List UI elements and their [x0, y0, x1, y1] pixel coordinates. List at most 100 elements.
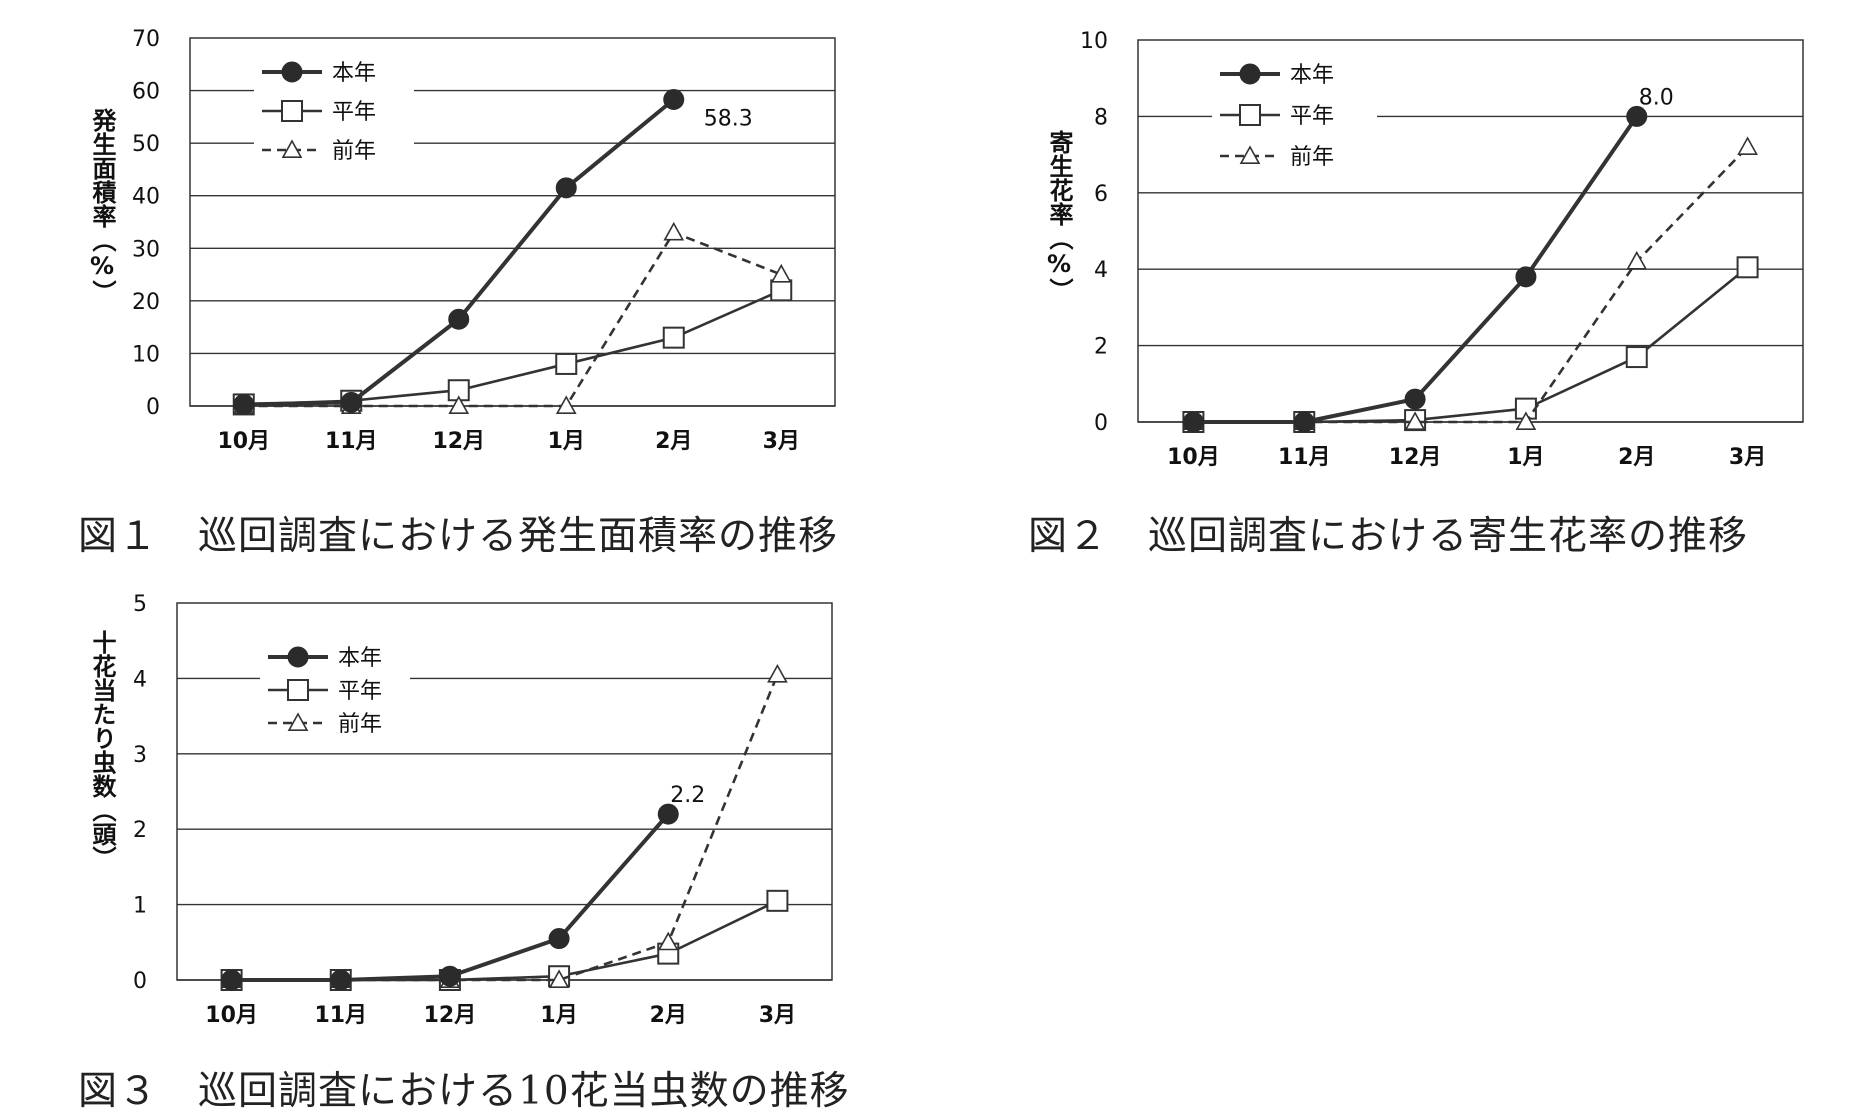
data-point-triangle — [548, 969, 570, 989]
series-0 — [233, 89, 685, 415]
y-tick-label: 3 — [133, 743, 147, 768]
series-line-1 — [231, 899, 778, 982]
data-point-square — [555, 352, 578, 375]
data-point-triangle — [1626, 250, 1648, 270]
chart-3-caption: 図３ 巡回調査における10花当虫数の推移 — [78, 1069, 850, 1114]
data-point-circle — [1404, 388, 1426, 410]
x-tick-label: 12月 — [432, 429, 485, 454]
y-tick-label: 70 — [132, 27, 160, 52]
data-point-triangle — [555, 395, 577, 415]
x-tick-label: 10月 — [217, 429, 270, 454]
legend-label: 平年 — [332, 100, 376, 125]
legend-label: 前年 — [1290, 145, 1334, 170]
data-point-circle — [1626, 105, 1648, 127]
legend-label: 平年 — [338, 679, 382, 704]
data-point-circle — [439, 965, 461, 987]
data-point-circle — [1182, 411, 1204, 433]
y-tick-label: 1 — [133, 894, 147, 919]
y-tick-label: 20 — [132, 290, 160, 315]
y-tick-label: 0 — [1094, 411, 1108, 436]
legend-marker-square — [287, 679, 309, 701]
x-tick-label: 1月 — [548, 429, 585, 454]
legend-label: 前年 — [338, 712, 382, 737]
legend-label: 本年 — [338, 646, 382, 671]
y-tick-label: 40 — [132, 185, 160, 210]
series-line-1 — [1193, 266, 1749, 424]
data-point-square — [1625, 346, 1648, 369]
x-tick-label: 10月 — [1167, 445, 1220, 470]
x-tick-label: 1月 — [540, 1003, 577, 1028]
data-point-circle — [663, 89, 685, 111]
y-tick-label: 2 — [1094, 335, 1108, 360]
chart-3: 十花当たり虫数（頭） 0 1 2 3 4 5 10月 11月 12月 1月 2月 3月 2.2 本年 平年前… — [0, 570, 860, 1050]
legend-label: 前年 — [332, 139, 376, 164]
x-tick-label: 3月 — [759, 1003, 796, 1028]
legend-marker-circle — [287, 646, 309, 668]
legend-label: 平年 — [1290, 104, 1334, 129]
data-point-circle — [448, 308, 470, 330]
series-1 — [220, 889, 789, 991]
x-tick-label: 12月 — [1389, 445, 1442, 470]
y-tick-label: 10 — [132, 342, 160, 367]
y-tick-label: 50 — [132, 132, 160, 157]
y-tick-label: 5 — [133, 592, 147, 617]
series-1 — [1182, 256, 1759, 433]
data-point-circle — [1515, 266, 1537, 288]
data-point-square — [1736, 256, 1759, 279]
data-label: 58.3 — [704, 107, 753, 132]
legend-marker-circle — [281, 61, 303, 83]
series-line-1 — [243, 289, 782, 406]
data-point-square — [766, 889, 789, 912]
data-point-circle — [1293, 411, 1315, 433]
y-tick-label: 8 — [1094, 105, 1108, 130]
y-tick-label: 4 — [133, 667, 147, 692]
y-tick-label: 4 — [1094, 258, 1108, 283]
data-label: 2.2 — [670, 783, 705, 808]
legend-marker-triangle — [1239, 145, 1261, 164]
data-point-triangle — [1737, 136, 1758, 155]
y-tick-label: 10 — [1080, 29, 1108, 54]
data-point-circle — [340, 391, 362, 413]
legend-marker-triangle — [287, 712, 309, 731]
x-tick-label: 2月 — [655, 429, 692, 454]
legend-label: 本年 — [332, 61, 376, 86]
data-label: 8.0 — [1639, 85, 1674, 110]
legend-marker-square — [281, 100, 303, 122]
data-point-square — [662, 326, 685, 349]
chart-3-ylabel: 十花当たり虫数（頭） — [88, 630, 116, 870]
data-point-triangle — [657, 931, 679, 951]
chart-2-caption: 図２ 巡回調査における寄生花率の推移 — [1028, 514, 1749, 559]
data-point-circle — [657, 803, 679, 825]
x-tick-label: 11月 — [325, 429, 378, 454]
chart-1: 発生面積率（%） 0 10 20 30 40 50 60 70 10月 11月 12月 1月 2月 3月 5… — [0, 0, 860, 490]
x-tick-label: 3月 — [1729, 445, 1766, 470]
x-tick-label: 3月 — [763, 429, 800, 454]
series-line-2 — [243, 231, 782, 408]
legend-marker-circle — [1239, 63, 1261, 85]
legend-marker-triangle — [281, 139, 303, 158]
chart-1-caption: 図１ 巡回調査における発生面積率の推移 — [78, 514, 839, 559]
data-point-circle — [330, 969, 352, 991]
series-0 — [1182, 105, 1648, 433]
x-tick-label: 11月 — [1278, 445, 1331, 470]
series-line-0 — [231, 812, 670, 982]
data-point-square — [770, 279, 793, 302]
data-point-triangle — [448, 395, 470, 415]
chart-2: 寄生花率（%） 0 2 4 6 8 10 10月 11月 12月 1月 2月 3月 8.0 本年 平年 前年 — [1015, 0, 1863, 490]
data-point-triangle — [1404, 411, 1426, 431]
data-point-circle — [548, 928, 570, 950]
chart-1-ylabel: 発生面積率（%） — [88, 108, 116, 304]
legend-marker-square — [1239, 104, 1261, 126]
x-tick-label: 11月 — [314, 1003, 367, 1028]
x-tick-label: 10月 — [205, 1003, 258, 1028]
y-tick-label: 0 — [146, 395, 160, 420]
y-tick-label: 0 — [133, 969, 147, 994]
x-tick-label: 1月 — [1507, 445, 1544, 470]
chart-2-ylabel: 寄生花率（%） — [1045, 130, 1073, 302]
y-tick-label: 2 — [133, 818, 147, 843]
data-point-circle — [555, 177, 577, 199]
legend-label: 本年 — [1290, 63, 1334, 88]
x-tick-label: 12月 — [424, 1003, 477, 1028]
